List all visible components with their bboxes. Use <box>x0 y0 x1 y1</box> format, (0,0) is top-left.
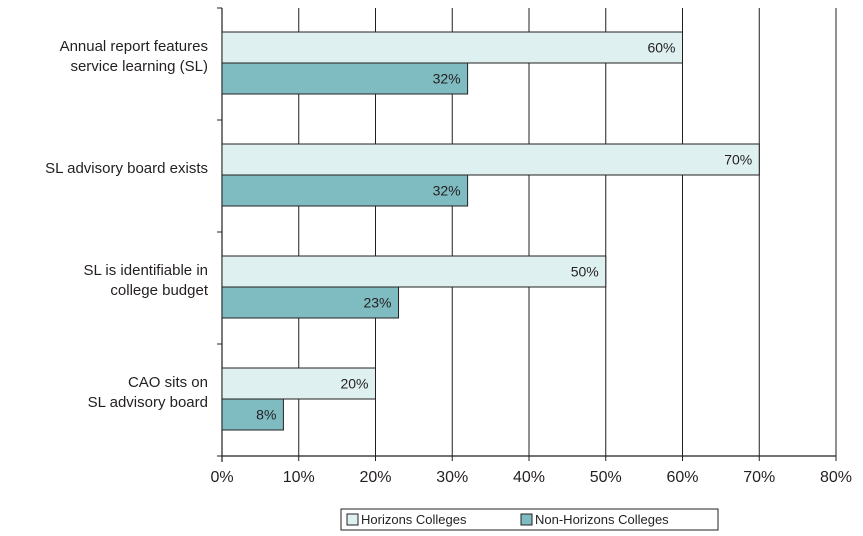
x-tick-label: 40% <box>513 469 545 486</box>
category-labels: Annual report features service learning (… <box>45 38 209 411</box>
x-tick-label: 0% <box>210 469 233 486</box>
bar-non-horizons <box>221 62 469 95</box>
legend-swatch-horizons <box>346 513 359 526</box>
x-tick-label: 10% <box>283 469 315 486</box>
bar-non-horizons <box>221 174 469 207</box>
bar-horizons <box>221 367 376 400</box>
legend-label: Non-Horizons Colleges <box>535 512 669 527</box>
category-label: college budget <box>110 282 208 299</box>
bar-horizons <box>221 31 683 64</box>
data-label: 8% <box>256 407 276 423</box>
x-tick-labels: 0% 10% 20% 30% 40% 50% 60% 70% 80% <box>210 469 852 486</box>
category-label: SL is identifiable in <box>83 262 208 279</box>
bar-horizons <box>221 143 760 176</box>
data-label: 32% <box>433 183 461 199</box>
x-tick-label: 80% <box>820 469 852 486</box>
bar-non-horizons <box>221 398 284 431</box>
category-label: Annual report features <box>60 38 208 55</box>
x-tick-label: 50% <box>590 469 622 486</box>
data-label: 60% <box>647 40 675 56</box>
data-label: 50% <box>571 264 599 280</box>
data-label: 20% <box>340 376 368 392</box>
x-tick-label: 70% <box>743 469 775 486</box>
bar-non-horizons <box>221 286 400 319</box>
data-label: 23% <box>363 295 391 311</box>
x-tick-label: 20% <box>359 469 391 486</box>
category-label: CAO sits on <box>128 374 208 391</box>
bar-horizons <box>221 255 607 288</box>
x-tick-label: 60% <box>666 469 698 486</box>
legend-swatch-non-horizons <box>520 513 533 526</box>
x-tick-label: 30% <box>436 469 468 486</box>
legend-label: Horizons Colleges <box>361 512 467 527</box>
bars: 60% 32% 70% 32% 50% 23% 20% 8% <box>221 31 760 431</box>
category-label: service learning (SL) <box>70 58 208 75</box>
category-label: SL advisory board exists <box>45 160 208 177</box>
data-label: 70% <box>724 152 752 168</box>
legend: Horizons Colleges Non-Horizons Colleges <box>340 508 719 531</box>
category-label: SL advisory board <box>88 394 208 411</box>
data-label: 32% <box>433 71 461 87</box>
